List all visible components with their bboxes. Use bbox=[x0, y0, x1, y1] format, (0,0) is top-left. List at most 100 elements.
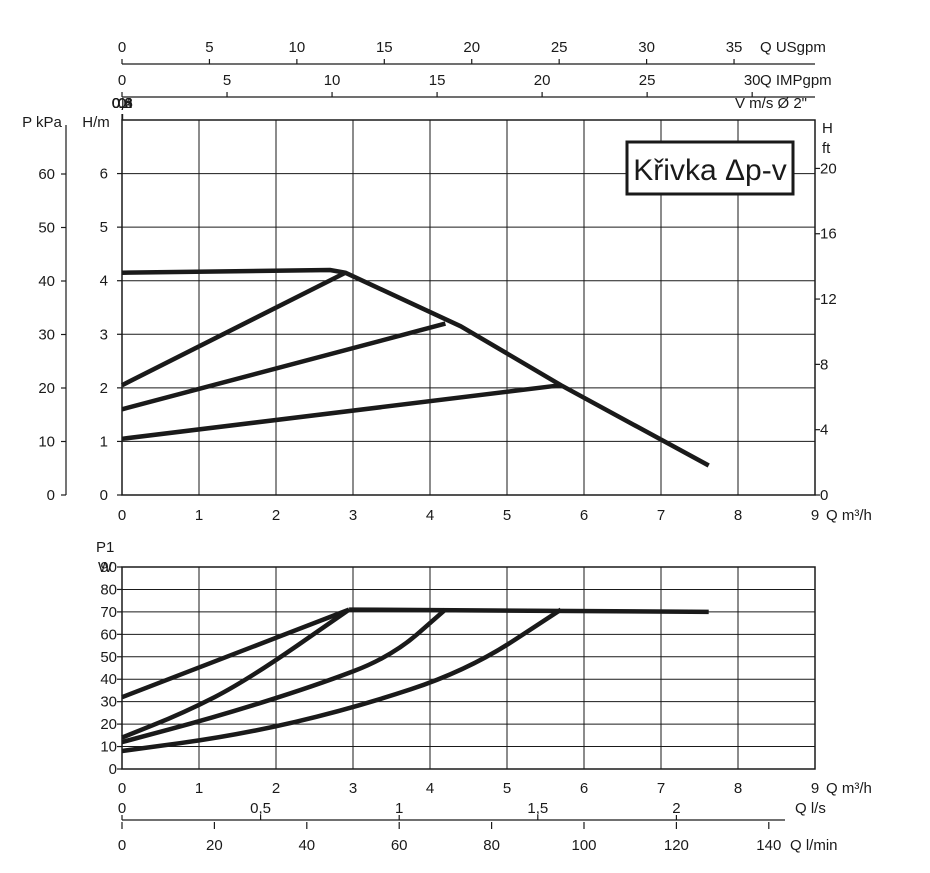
chart-title: Křivka Δp-v bbox=[633, 154, 786, 187]
x-tick-label: 5 bbox=[503, 780, 511, 797]
top-tick-label: 0 bbox=[118, 95, 126, 112]
x-tick-label: 7 bbox=[657, 507, 665, 524]
y-tick-label: 4 bbox=[100, 273, 108, 290]
x-tick-label: 0 bbox=[118, 507, 126, 524]
top-tick-label: 10 bbox=[289, 39, 306, 56]
x-tick-label: 4 bbox=[426, 780, 434, 797]
y-tick-label: 0 bbox=[100, 487, 108, 504]
y-axis-label-bottom: W bbox=[98, 559, 113, 576]
x-tick-label: 9 bbox=[811, 780, 819, 797]
plot-frame bbox=[121, 566, 816, 770]
y-tick-label: 60 bbox=[100, 626, 117, 643]
bottom-tick-label: 2 bbox=[672, 800, 680, 817]
top-axis-label: Q IMPgpm bbox=[760, 72, 832, 89]
top-axis-label: Q USgpm bbox=[760, 39, 826, 56]
bottom-tick-label: 1,5 bbox=[527, 800, 548, 817]
top-tick-label: 15 bbox=[376, 39, 393, 56]
y-tick-label: 0 bbox=[109, 761, 117, 778]
y-tick-label: 3 bbox=[100, 326, 108, 343]
bottom-tick-label: 140 bbox=[756, 837, 781, 854]
power-curve bbox=[121, 607, 563, 754]
x-tick-label: 8 bbox=[734, 780, 742, 797]
ft-axis-label-top: H bbox=[822, 120, 833, 137]
y-axis-label: H/m bbox=[82, 114, 110, 131]
top-tick-label: 0,4 bbox=[112, 95, 133, 112]
top-tick-label: 0 bbox=[118, 72, 126, 89]
kpa-tick-label: 0 bbox=[47, 487, 55, 504]
x-tick-label: 1 bbox=[195, 780, 203, 797]
top-tick-label: 35 bbox=[726, 39, 743, 56]
top-tick-label: 5 bbox=[205, 39, 213, 56]
x-tick-label: 2 bbox=[272, 780, 280, 797]
bottom-tick-label: 0,5 bbox=[250, 800, 271, 817]
top-tick-label: 0,6 bbox=[112, 95, 133, 112]
bottom-tick-label: 1 bbox=[395, 800, 403, 817]
x-tick-label: 1 bbox=[195, 507, 203, 524]
top-tick-label: 20 bbox=[534, 72, 551, 89]
x-tick-label: 7 bbox=[657, 780, 665, 797]
x-axis-label: Q m³/h bbox=[826, 507, 872, 524]
x-tick-label: 6 bbox=[580, 507, 588, 524]
kpa-axis-label: P kPa bbox=[22, 114, 62, 131]
ft-tick-label: 20 bbox=[820, 160, 837, 177]
x-tick-label: 8 bbox=[734, 507, 742, 524]
bottom-tick-label: 60 bbox=[391, 837, 408, 854]
ft-tick-label: 4 bbox=[820, 422, 828, 439]
top-tick-label: 5 bbox=[223, 72, 231, 89]
kpa-tick-label: 30 bbox=[38, 327, 55, 344]
kpa-tick-label: 60 bbox=[38, 166, 55, 183]
y-tick-label: 80 bbox=[100, 581, 117, 598]
top-tick-label: 25 bbox=[551, 39, 568, 56]
bottom-tick-label: 100 bbox=[571, 837, 596, 854]
kpa-tick-label: 50 bbox=[38, 220, 55, 237]
head-curve bbox=[121, 267, 710, 468]
top-tick-label: 1 bbox=[118, 95, 126, 112]
x-tick-label: 4 bbox=[426, 507, 434, 524]
top-axis-label: V m/s Ø 2" bbox=[735, 95, 807, 112]
y-tick-label: 6 bbox=[100, 166, 108, 183]
bottom-axis-label: Q l/min bbox=[790, 837, 838, 854]
top-tick-label: 0,2 bbox=[112, 95, 133, 112]
x-axis-label: Q m³/h bbox=[826, 780, 872, 797]
power-curve bbox=[121, 607, 350, 700]
x-tick-label: 3 bbox=[349, 507, 357, 524]
bottom-tick-label: 120 bbox=[664, 837, 689, 854]
ft-axis-label-bottom: ft bbox=[822, 140, 831, 157]
head-curve bbox=[121, 382, 562, 442]
bottom-tick-label: 0 bbox=[118, 837, 126, 854]
top-tick-label: 20 bbox=[463, 39, 480, 56]
y-tick-label: 2 bbox=[100, 380, 108, 397]
top-tick-label: 30 bbox=[638, 39, 655, 56]
x-tick-label: 6 bbox=[580, 780, 588, 797]
y-tick-label: 30 bbox=[100, 694, 117, 711]
kpa-tick-label: 40 bbox=[38, 273, 55, 290]
top-tick-label: 30 bbox=[744, 72, 761, 89]
top-tick-label: 10 bbox=[324, 72, 341, 89]
bottom-tick-label: 80 bbox=[483, 837, 500, 854]
power-curve bbox=[349, 607, 709, 615]
y-tick-label: 50 bbox=[100, 649, 117, 666]
ft-tick-label: 8 bbox=[820, 356, 828, 373]
power-curve bbox=[121, 607, 447, 745]
kpa-tick-label: 20 bbox=[38, 380, 55, 397]
bottom-axis-label: Q l/s bbox=[795, 800, 826, 817]
plot-frame bbox=[121, 119, 816, 496]
ft-tick-label: 16 bbox=[820, 226, 837, 243]
y-tick-label: 70 bbox=[100, 604, 117, 621]
top-tick-label: 25 bbox=[639, 72, 656, 89]
x-tick-label: 5 bbox=[503, 507, 511, 524]
ft-tick-label: 12 bbox=[820, 291, 837, 308]
x-tick-label: 3 bbox=[349, 780, 357, 797]
x-tick-label: 2 bbox=[272, 507, 280, 524]
bottom-tick-label: 40 bbox=[298, 837, 315, 854]
y-tick-label: 90 bbox=[100, 559, 117, 576]
top-tick-label: 0 bbox=[118, 39, 126, 56]
top-tick-label: 0,8 bbox=[112, 95, 133, 112]
y-tick-label: 40 bbox=[100, 671, 117, 688]
y-tick-label: 1 bbox=[100, 433, 108, 450]
y-tick-label: 5 bbox=[100, 219, 108, 236]
y-tick-label: 10 bbox=[100, 739, 117, 756]
